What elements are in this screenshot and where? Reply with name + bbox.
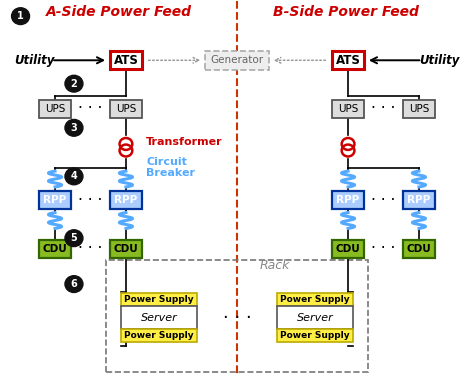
Text: 1: 1 — [17, 11, 24, 21]
Text: CDU: CDU — [43, 244, 67, 254]
Text: CDU: CDU — [114, 244, 138, 254]
Text: RPP: RPP — [44, 195, 67, 205]
Circle shape — [65, 168, 83, 185]
Text: Server: Server — [297, 313, 333, 323]
FancyBboxPatch shape — [121, 306, 197, 329]
Circle shape — [65, 75, 83, 92]
Circle shape — [11, 8, 29, 24]
FancyBboxPatch shape — [121, 293, 197, 306]
Text: UPS: UPS — [116, 104, 136, 114]
FancyBboxPatch shape — [39, 240, 71, 258]
Circle shape — [65, 119, 83, 136]
Text: Utility: Utility — [15, 54, 55, 67]
Text: UPS: UPS — [409, 104, 429, 114]
Text: UPS: UPS — [45, 104, 65, 114]
FancyBboxPatch shape — [403, 191, 435, 209]
FancyBboxPatch shape — [277, 306, 353, 329]
Text: Power Supply: Power Supply — [124, 295, 194, 304]
FancyBboxPatch shape — [332, 100, 364, 118]
Text: · · ·: · · · — [371, 193, 396, 208]
FancyBboxPatch shape — [110, 51, 142, 69]
Text: · · ·: · · · — [78, 193, 103, 208]
Text: · · ·: · · · — [371, 101, 396, 116]
Text: CDU: CDU — [407, 244, 431, 254]
Text: Power Supply: Power Supply — [280, 331, 350, 340]
FancyBboxPatch shape — [121, 329, 197, 343]
FancyBboxPatch shape — [205, 51, 269, 70]
Text: 4: 4 — [71, 171, 77, 181]
Text: Server: Server — [141, 313, 177, 323]
Text: · · ·: · · · — [78, 241, 103, 256]
Text: · · ·: · · · — [78, 101, 103, 116]
Text: 6: 6 — [71, 279, 77, 289]
Text: 2: 2 — [71, 79, 77, 89]
Text: Generator: Generator — [210, 55, 264, 65]
Text: ATS: ATS — [336, 54, 361, 67]
FancyBboxPatch shape — [110, 191, 142, 209]
FancyBboxPatch shape — [110, 240, 142, 258]
Text: 3: 3 — [71, 123, 77, 133]
Text: RPP: RPP — [337, 195, 360, 205]
Circle shape — [65, 276, 83, 293]
Text: Circuit
Breaker: Circuit Breaker — [146, 157, 195, 178]
Circle shape — [65, 230, 83, 247]
Text: Power Supply: Power Supply — [124, 331, 194, 340]
FancyBboxPatch shape — [332, 240, 364, 258]
FancyBboxPatch shape — [39, 191, 71, 209]
Text: A-Side Power Feed: A-Side Power Feed — [46, 5, 192, 19]
Text: 5: 5 — [71, 233, 77, 243]
FancyBboxPatch shape — [277, 293, 353, 306]
FancyBboxPatch shape — [403, 240, 435, 258]
Text: Transformer: Transformer — [146, 137, 222, 147]
Text: UPS: UPS — [338, 104, 358, 114]
Text: ATS: ATS — [113, 54, 138, 67]
Text: RPP: RPP — [114, 195, 137, 205]
Text: Power Supply: Power Supply — [280, 295, 350, 304]
FancyBboxPatch shape — [332, 51, 364, 69]
Text: Rack: Rack — [260, 259, 290, 272]
Text: · · ·: · · · — [223, 309, 251, 327]
FancyBboxPatch shape — [110, 100, 142, 118]
Text: CDU: CDU — [336, 244, 360, 254]
FancyBboxPatch shape — [39, 100, 71, 118]
Text: B-Side Power Feed: B-Side Power Feed — [273, 5, 419, 19]
Text: Utility: Utility — [419, 54, 459, 67]
Text: · · ·: · · · — [371, 241, 396, 256]
FancyBboxPatch shape — [403, 100, 435, 118]
FancyBboxPatch shape — [277, 329, 353, 343]
Text: RPP: RPP — [407, 195, 430, 205]
FancyBboxPatch shape — [332, 191, 364, 209]
